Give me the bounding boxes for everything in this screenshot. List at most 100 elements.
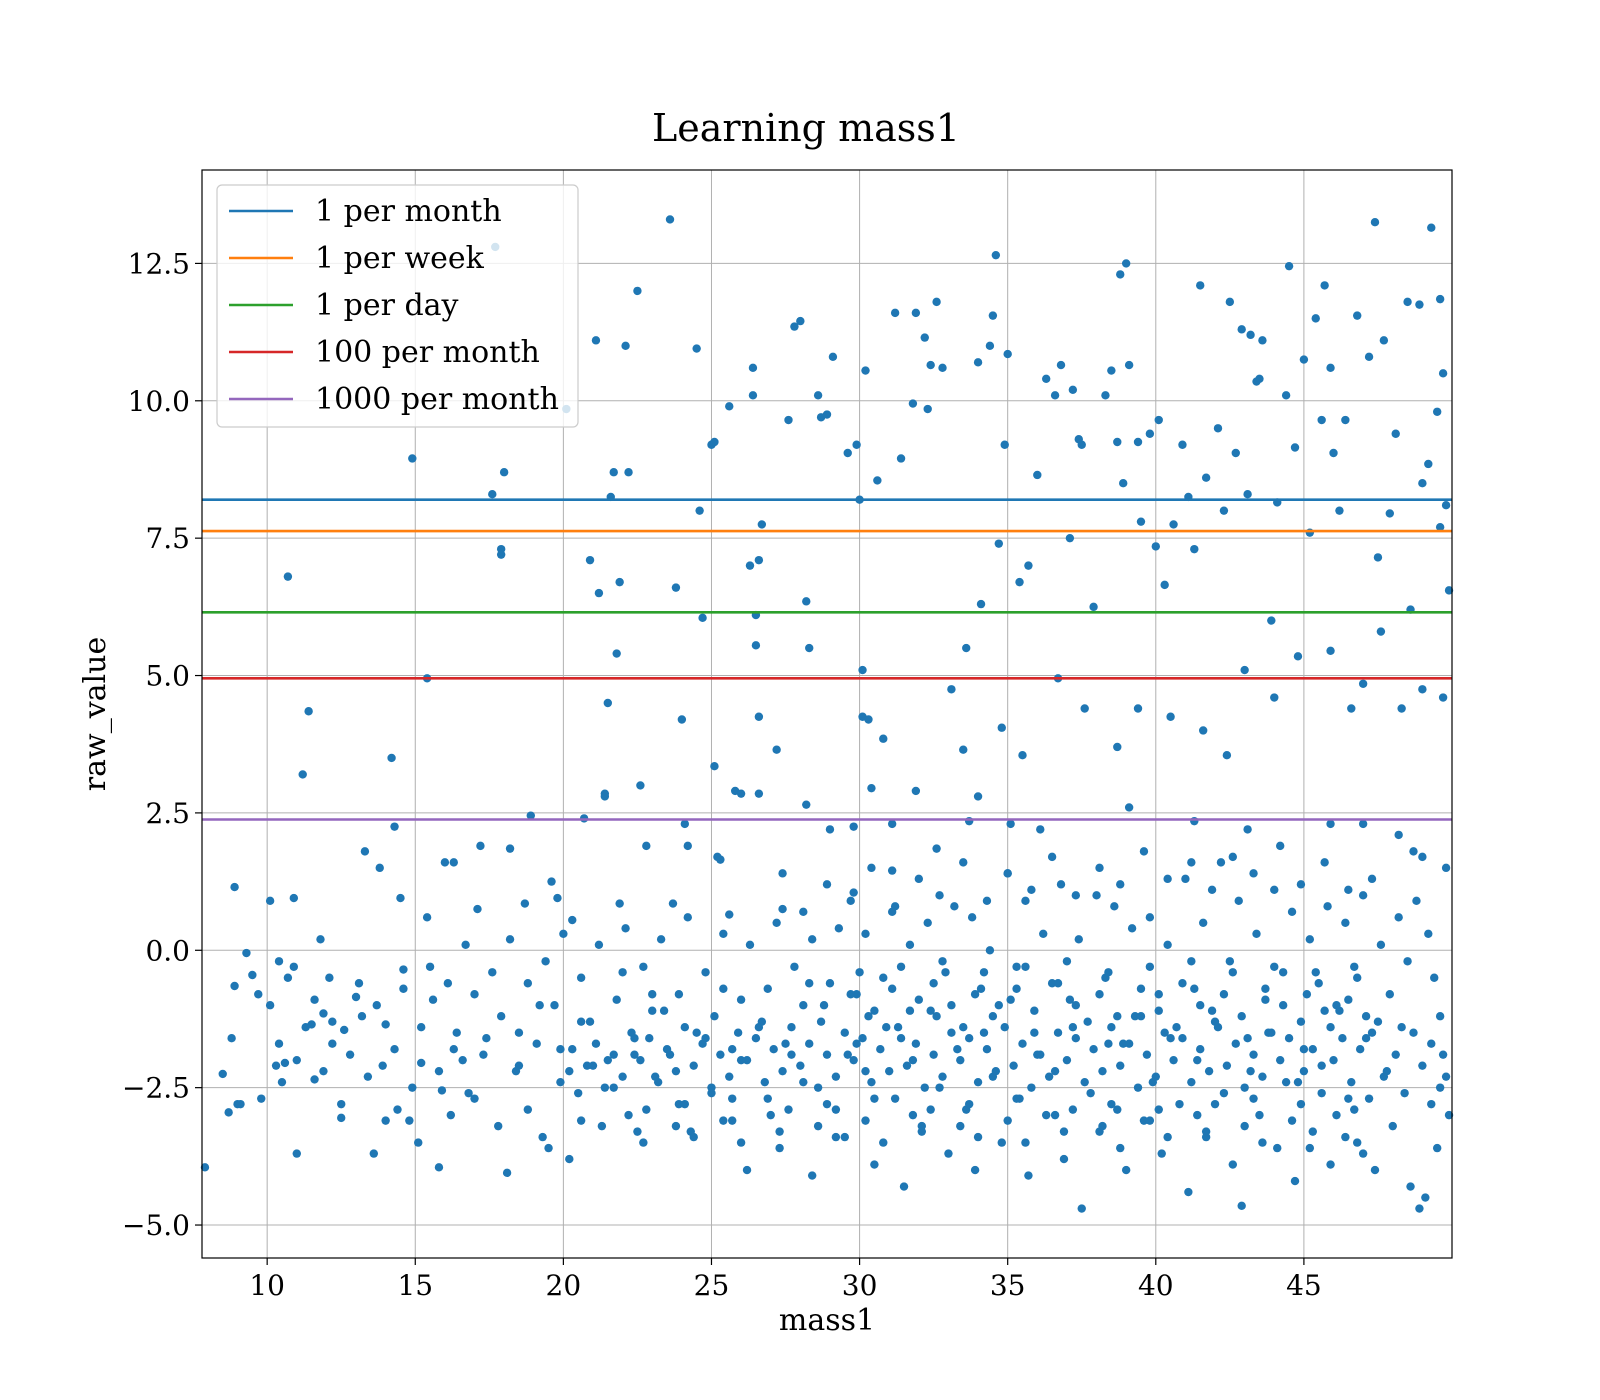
- data-point: [399, 965, 408, 974]
- data-point: [757, 520, 767, 529]
- data-point: [1086, 1088, 1095, 1098]
- data-point: [852, 440, 861, 449]
- data-point: [603, 1055, 613, 1065]
- data-point: [642, 841, 651, 851]
- plot-frame: [201, 169, 1453, 1259]
- data-point: [328, 1017, 337, 1026]
- data-point: [526, 811, 535, 820]
- data-point: [799, 1077, 808, 1087]
- data-point: [381, 1020, 390, 1029]
- data-point: [1021, 896, 1030, 906]
- data-point: [1305, 1143, 1315, 1153]
- data-point: [224, 1108, 233, 1117]
- x-tick-label: 20: [546, 1269, 582, 1302]
- data-point: [1062, 957, 1072, 966]
- data-point: [390, 822, 399, 831]
- data-point: [680, 1099, 690, 1109]
- data-point: [671, 1066, 681, 1076]
- data-point: [991, 1066, 1001, 1076]
- data-point: [591, 1039, 601, 1048]
- data-point: [932, 1012, 941, 1021]
- scatter-points: [200, 215, 1454, 1213]
- data-point: [944, 1149, 953, 1158]
- data-point: [976, 599, 986, 609]
- data-point: [1427, 1099, 1436, 1109]
- data-point: [1124, 1039, 1134, 1048]
- data-point: [1237, 1201, 1246, 1210]
- data-point: [1071, 1034, 1081, 1043]
- data-point: [636, 1055, 645, 1065]
- data-point: [1000, 1023, 1009, 1032]
- y-tick-label: 12.5: [128, 247, 190, 280]
- data-point: [736, 1055, 746, 1065]
- data-point: [603, 698, 613, 708]
- data-point: [1418, 685, 1427, 694]
- data-point: [1320, 858, 1329, 867]
- data-point: [914, 995, 924, 1004]
- data-point: [748, 391, 758, 400]
- data-point: [988, 1012, 998, 1021]
- data-point: [624, 1110, 633, 1120]
- data-point: [482, 1034, 491, 1043]
- data-point: [615, 899, 624, 908]
- data-point: [488, 490, 497, 499]
- data-point: [858, 665, 867, 675]
- data-point: [1237, 1012, 1246, 1021]
- data-point: [399, 984, 408, 993]
- data-point: [1175, 1099, 1184, 1109]
- data-point: [1361, 1012, 1371, 1021]
- data-point: [1281, 1077, 1291, 1087]
- data-point: [926, 360, 935, 370]
- data-point: [846, 990, 855, 999]
- data-point: [345, 1050, 355, 1059]
- data-point: [947, 1001, 956, 1010]
- data-point: [405, 1116, 414, 1125]
- data-point: [816, 1017, 826, 1026]
- data-point: [677, 715, 687, 724]
- data-point: [1110, 902, 1119, 911]
- data-point: [1169, 1055, 1178, 1065]
- data-point: [254, 990, 263, 999]
- data-point: [766, 1110, 775, 1120]
- data-point: [310, 995, 319, 1004]
- data-point: [568, 915, 577, 925]
- data-point: [822, 1050, 832, 1059]
- data-point: [1027, 1083, 1036, 1092]
- data-point: [337, 1099, 346, 1109]
- data-point: [505, 844, 515, 853]
- y-tick-label: 10.0: [128, 385, 190, 418]
- data-point: [1116, 880, 1125, 889]
- data-point: [890, 308, 900, 318]
- data-point: [882, 1023, 891, 1032]
- data-point: [736, 995, 746, 1004]
- data-point: [1225, 957, 1235, 966]
- data-point: [1201, 473, 1211, 482]
- data-point: [754, 789, 764, 798]
- data-point: [1326, 1023, 1335, 1032]
- data-point: [1145, 913, 1155, 922]
- data-point: [929, 979, 938, 988]
- data-point: [1050, 1066, 1060, 1076]
- data-point: [1293, 1077, 1303, 1087]
- data-point: [565, 1066, 574, 1076]
- data-point: [1397, 1023, 1406, 1032]
- data-point: [559, 929, 568, 938]
- data-point: [1424, 929, 1433, 938]
- data-point: [719, 984, 728, 993]
- data-point: [230, 882, 239, 892]
- data-point: [375, 863, 384, 873]
- data-point: [292, 1149, 301, 1158]
- data-point: [337, 1113, 346, 1123]
- data-point: [950, 902, 959, 911]
- data-point: [1228, 1160, 1238, 1169]
- data-point: [609, 468, 618, 477]
- data-point: [1139, 1116, 1149, 1125]
- data-point: [1358, 679, 1368, 688]
- data-point: [1332, 1001, 1341, 1010]
- data-point: [464, 1088, 473, 1098]
- data-point: [627, 1028, 636, 1037]
- data-point: [257, 1094, 266, 1103]
- data-point: [831, 1072, 841, 1081]
- data-point: [636, 781, 645, 790]
- data-point: [683, 841, 692, 851]
